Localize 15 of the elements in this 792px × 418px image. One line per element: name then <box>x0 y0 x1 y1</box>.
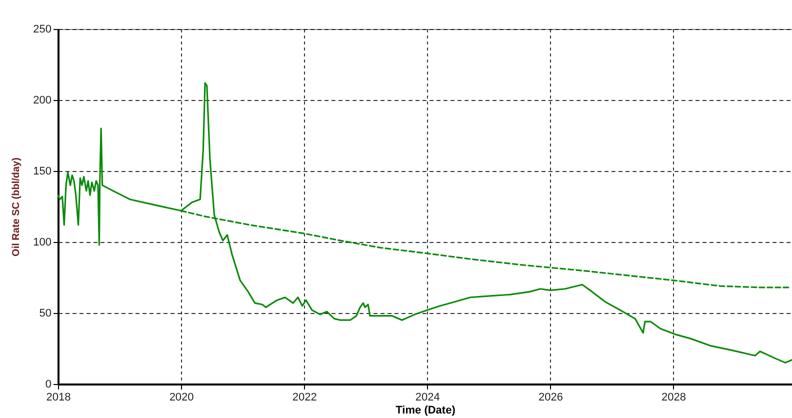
x-tick-label: 2022 <box>292 392 317 404</box>
y-tick-label: 200 <box>33 94 52 106</box>
x-axis-title: Time (Date) <box>396 404 456 416</box>
y-tick-label: 150 <box>33 166 52 178</box>
y-tick-label: 50 <box>39 308 52 320</box>
y-axis-title: Oil Rate SC (bbl/day) <box>11 158 22 256</box>
x-tick-label: 2024 <box>415 392 440 404</box>
x-tick-label: 2018 <box>46 392 71 404</box>
x-tick-label: 2020 <box>169 392 194 404</box>
x-tick-label: 2026 <box>538 392 563 404</box>
y-tick-label: 100 <box>33 236 52 248</box>
x-tick-label: 2028 <box>662 392 686 404</box>
line-series <box>57 82 792 364</box>
y-tick-label: 0 <box>45 378 52 390</box>
y-tick-label: 250 <box>33 24 52 36</box>
